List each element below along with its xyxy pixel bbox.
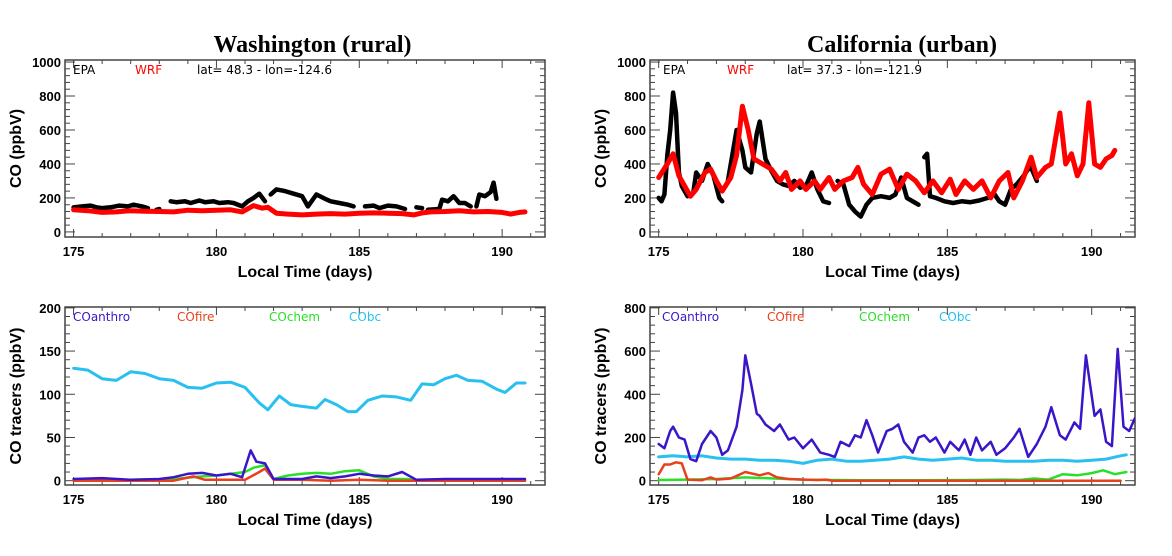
series-line-cofire bbox=[72, 467, 527, 482]
y-tick-label: 800 bbox=[624, 89, 646, 104]
location-annotation: lat= 48.3 - lon=-124.6 bbox=[197, 63, 332, 77]
x-tick-label: 180 bbox=[792, 244, 814, 259]
y-tick-label: 150 bbox=[39, 344, 61, 359]
x-tick-label: 175 bbox=[63, 492, 85, 507]
x-tick-label: 185 bbox=[936, 244, 958, 259]
series-line-cobc bbox=[72, 366, 527, 414]
y-tick-label: 600 bbox=[624, 344, 646, 359]
legend-wrf: WRF bbox=[727, 63, 754, 77]
x-tick-label: 185 bbox=[936, 492, 958, 507]
chart-wa-tracers: 175 180 185 190 0 50 100 150 200 Local Time (days… bbox=[8, 301, 546, 529]
y-tick-label: 0 bbox=[54, 225, 61, 240]
y-axis-label: CO (ppbV) bbox=[8, 109, 25, 188]
x-axis-label: Local Time (days) bbox=[825, 512, 960, 529]
x-tick-label: 175 bbox=[648, 492, 670, 507]
x-tick-label: 190 bbox=[491, 244, 513, 259]
x-tick-label: 185 bbox=[348, 492, 370, 507]
series-line-wrf bbox=[71, 203, 528, 218]
plot-frame bbox=[649, 306, 1136, 486]
y-tick-label: 0 bbox=[639, 474, 646, 489]
legend-coanthro: COanthro bbox=[662, 310, 719, 324]
x-tick-label: 180 bbox=[206, 244, 228, 259]
legend-cochem: COchem bbox=[269, 310, 320, 324]
legend-wrf: WRF bbox=[135, 63, 162, 77]
series-line-coanthro bbox=[657, 347, 1135, 463]
x-tick-label: 190 bbox=[491, 492, 513, 507]
location-annotation: lat= 37.3 - lon=-121.9 bbox=[787, 63, 922, 77]
y-tick-label: 800 bbox=[39, 89, 61, 104]
legend-epa: EPA bbox=[663, 63, 686, 77]
legend-cobc: CObc bbox=[939, 310, 971, 324]
y-tick-label: 200 bbox=[624, 191, 646, 206]
series-line-epa bbox=[656, 90, 1040, 219]
y-tick-label: 200 bbox=[624, 430, 646, 445]
y-tick-label: 0 bbox=[54, 474, 61, 489]
y-tick-label: 200 bbox=[39, 191, 61, 206]
series-line-cobc bbox=[657, 453, 1128, 465]
legend-epa: EPA bbox=[73, 63, 96, 77]
y-tick-label: 800 bbox=[624, 301, 646, 316]
plot-frame bbox=[64, 59, 546, 238]
legend-cobc: CObc bbox=[349, 310, 381, 324]
x-tick-label: 190 bbox=[1081, 492, 1103, 507]
legend-coanthro: COanthro bbox=[73, 310, 130, 324]
series-line-coanthro bbox=[72, 449, 527, 482]
title-washington: Washington (rural) bbox=[213, 32, 412, 58]
y-tick-label: 1000 bbox=[617, 55, 646, 70]
y-axis-label: CO (ppbV) bbox=[593, 109, 610, 188]
plot-frame bbox=[64, 306, 546, 486]
x-axis-label: Local Time (days) bbox=[825, 264, 960, 281]
legend-cochem: COchem bbox=[859, 310, 910, 324]
y-tick-label: 0 bbox=[639, 225, 646, 240]
x-tick-label: 185 bbox=[348, 244, 370, 259]
chart-ca-tracers: 175 180 185 190 0 200 400 600 800 Local Time (day… bbox=[593, 301, 1136, 529]
title-california: California (urban) bbox=[806, 32, 997, 58]
x-tick-label: 175 bbox=[648, 244, 670, 259]
x-tick-label: 180 bbox=[792, 492, 814, 507]
chart-wa-co: 175 180 185 190 0 200 400 600 800 1000 Local Time … bbox=[8, 55, 546, 281]
y-axis-label: CO tracers (ppbV) bbox=[8, 328, 25, 465]
y-tick-label: 100 bbox=[39, 387, 61, 402]
y-tick-label: 1000 bbox=[32, 55, 61, 70]
x-tick-label: 175 bbox=[63, 244, 85, 259]
series-line-cochem bbox=[72, 463, 527, 482]
chart-ca-co: 175 180 185 190 0 200 400 600 800 1000 Local Time … bbox=[593, 55, 1136, 281]
x-tick-label: 180 bbox=[206, 492, 228, 507]
x-tick-label: 190 bbox=[1081, 244, 1103, 259]
y-tick-label: 400 bbox=[624, 157, 646, 172]
x-axis-label: Local Time (days) bbox=[238, 264, 373, 281]
legend-cofire: COfire bbox=[177, 310, 214, 324]
y-tick-label: 200 bbox=[39, 301, 61, 316]
legend-cofire: COfire bbox=[767, 310, 804, 324]
y-tick-label: 50 bbox=[47, 430, 61, 445]
y-tick-label: 400 bbox=[624, 387, 646, 402]
series-line-epa bbox=[71, 180, 499, 213]
series-line-wrf bbox=[656, 100, 1118, 201]
series-line-cofire bbox=[657, 461, 1122, 482]
y-axis-label: CO tracers (ppbV) bbox=[593, 328, 610, 465]
y-tick-label: 600 bbox=[39, 123, 61, 138]
plot-frame bbox=[649, 59, 1136, 238]
x-axis-label: Local Time (days) bbox=[238, 512, 373, 529]
y-tick-label: 400 bbox=[39, 157, 61, 172]
y-tick-label: 600 bbox=[624, 123, 646, 138]
